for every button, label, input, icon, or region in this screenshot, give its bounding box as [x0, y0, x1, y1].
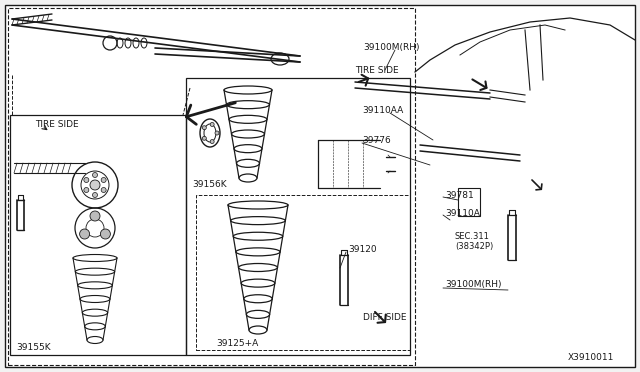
Bar	[458, 188, 480, 216]
Circle shape	[93, 192, 97, 198]
Circle shape	[90, 211, 100, 221]
Text: 39776: 39776	[362, 135, 391, 144]
Circle shape	[84, 187, 89, 192]
Text: 39100M(RH): 39100M(RH)	[445, 280, 502, 289]
Text: TIRE SIDE: TIRE SIDE	[35, 119, 79, 128]
Circle shape	[210, 122, 214, 126]
Circle shape	[79, 229, 90, 239]
Text: 39110A: 39110A	[445, 208, 480, 218]
Text: 39120: 39120	[348, 246, 376, 254]
Circle shape	[100, 229, 110, 239]
Text: 39110AA: 39110AA	[362, 106, 403, 115]
Text: DIFF SIDE: DIFF SIDE	[363, 314, 406, 323]
Circle shape	[210, 140, 214, 144]
Text: 39125+A: 39125+A	[216, 340, 259, 349]
Text: 39781: 39781	[445, 190, 474, 199]
Circle shape	[90, 180, 100, 190]
Text: 39156K: 39156K	[192, 180, 227, 189]
Circle shape	[93, 173, 97, 177]
Text: X3910011: X3910011	[568, 353, 614, 362]
Bar	[10, 115, 186, 355]
Text: 39100M(RH): 39100M(RH)	[363, 42, 419, 51]
Bar	[186, 78, 410, 355]
Circle shape	[84, 177, 89, 183]
Circle shape	[101, 177, 106, 183]
Text: SEC.311
(38342P): SEC.311 (38342P)	[455, 232, 493, 251]
Text: 39155K: 39155K	[16, 343, 51, 353]
Circle shape	[215, 131, 219, 135]
Bar	[8, 8, 415, 365]
Bar	[196, 195, 410, 350]
Circle shape	[202, 136, 206, 140]
Circle shape	[202, 126, 206, 130]
Text: TIRE SIDE: TIRE SIDE	[355, 65, 399, 74]
Circle shape	[101, 187, 106, 192]
